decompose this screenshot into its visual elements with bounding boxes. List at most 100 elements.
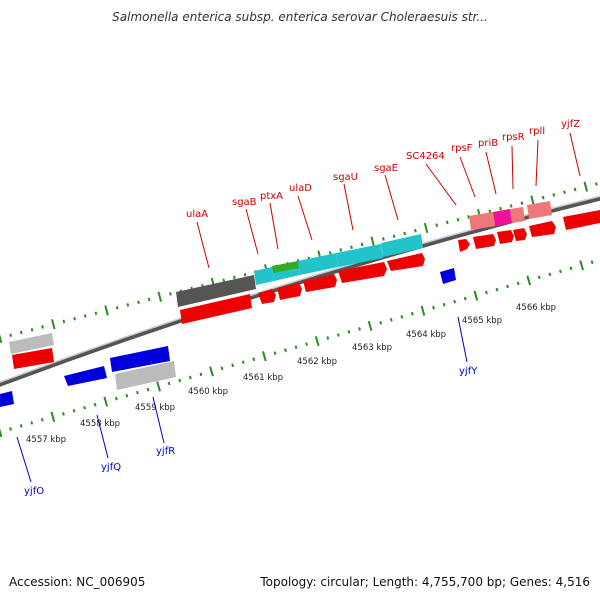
minor-tick: [125, 393, 129, 398]
minor-tick: [9, 427, 12, 431]
ruler-label: 4566 kbp: [516, 303, 556, 313]
gene-label-ptxA: ptxA: [260, 191, 283, 202]
minor-tick: [126, 303, 130, 307]
minor-tick: [382, 237, 385, 241]
major-tick: [370, 236, 375, 247]
minor-tick: [114, 396, 118, 401]
minor-tick: [590, 260, 594, 265]
minor-tick: [243, 272, 247, 277]
sgaB-feature: [254, 267, 274, 285]
forward-features-upper: [176, 201, 552, 307]
minor-tick: [328, 250, 332, 255]
major-tick: [473, 290, 479, 301]
ruler-labels: 4557 kbp 4558 kbp 4559 kbp 4560 kbp 4561…: [26, 303, 556, 445]
major-tick: [314, 336, 320, 347]
minor-tick: [178, 378, 182, 383]
major-tick: [51, 319, 56, 330]
reverse-leaders: [16, 316, 468, 483]
minor-tick: [563, 190, 566, 194]
ruler-label: 4561 kbp: [243, 373, 283, 383]
major-tick: [156, 381, 161, 392]
gene-label-sgaB: sgaB: [232, 197, 257, 208]
ruler-label: 4564 kbp: [406, 330, 446, 340]
topology-summary: Topology: circular; Length: 4,755,700 bp…: [260, 575, 590, 589]
gene-labels: ulaA sgaB ptxA ulaD sgaU sgaE SC4264 rps…: [24, 119, 580, 497]
major-tick: [530, 195, 535, 206]
ulaA-feature: [176, 275, 256, 307]
minor-tick: [573, 187, 577, 192]
minor-tick: [350, 245, 353, 250]
other-features: [0, 268, 456, 407]
gene-label-ulaA: ulaA: [186, 209, 208, 220]
minor-tick: [506, 284, 509, 289]
inner-tick-track: [0, 260, 594, 438]
major-tick: [0, 428, 3, 438]
minor-tick: [453, 299, 457, 304]
ruler-label: 4558 kbp: [80, 419, 120, 429]
minor-tick: [432, 305, 435, 310]
gene-label-ulaD: ulaD: [289, 183, 312, 194]
major-tick: [579, 260, 584, 271]
minor-tick: [410, 311, 414, 316]
major-tick: [420, 305, 426, 316]
minor-tick: [467, 215, 470, 219]
minor-tick: [241, 360, 245, 365]
minor-tick: [94, 311, 98, 316]
rplI-feature: [527, 201, 552, 219]
minor-tick: [435, 223, 439, 227]
minor-tick: [19, 330, 23, 335]
minor-tick: [552, 193, 556, 197]
sgaU-feature: [336, 244, 383, 267]
minor-tick: [232, 275, 236, 280]
ruler-label: 4563 kbp: [352, 343, 392, 353]
minor-tick: [83, 405, 86, 410]
minor-tick: [146, 387, 150, 392]
ruler-label: 4557 kbp: [26, 435, 66, 445]
minor-tick: [339, 248, 343, 252]
ruler-label: 4559 kbp: [135, 403, 175, 413]
major-tick: [50, 411, 56, 422]
minor-tick: [167, 381, 171, 386]
gene-label-sgaU: sgaU: [333, 172, 358, 183]
minor-tick: [516, 281, 520, 286]
gene-label-yjfR: yjfR: [156, 446, 175, 457]
minor-tick: [347, 330, 351, 334]
minor-tick: [9, 333, 13, 338]
minor-tick: [358, 327, 361, 331]
minor-tick: [284, 348, 287, 352]
gene-label-yjfY: yjfY: [459, 366, 478, 377]
minor-tick: [222, 278, 226, 283]
minor-tick: [485, 290, 488, 295]
gene-label-yjfQ: yjfQ: [101, 462, 121, 473]
minor-tick: [62, 319, 66, 324]
gene-label-sgaE: sgaE: [374, 163, 398, 174]
gene-label-priB: priB: [478, 138, 498, 149]
gene-label-rpsF: rpsF: [451, 143, 473, 154]
ulaD-feature: [298, 253, 338, 275]
minor-tick: [499, 206, 502, 211]
major-tick: [583, 181, 588, 192]
ruler-label: 4562 kbp: [297, 357, 337, 367]
minor-tick: [414, 228, 417, 233]
minor-tick: [305, 342, 309, 346]
major-tick: [103, 396, 109, 407]
minor-tick: [62, 412, 65, 416]
major-tick: [0, 334, 3, 344]
minor-tick: [252, 357, 256, 362]
forward-leaders: [196, 132, 581, 269]
minor-tick: [40, 418, 44, 422]
minor-tick: [548, 272, 552, 277]
gene-label-rpsR: rpsR: [502, 132, 525, 143]
minor-tick: [169, 292, 172, 296]
minor-tick: [389, 318, 393, 322]
ptxA-domain: [272, 261, 299, 273]
minor-tick: [595, 182, 598, 186]
sgaE-feature: [381, 234, 423, 257]
minor-tick: [231, 363, 235, 368]
gene-label-rplI: rplI: [529, 126, 545, 137]
minor-tick: [379, 321, 383, 325]
minor-tick: [520, 201, 524, 205]
minor-tick: [294, 345, 298, 349]
minor-tick: [19, 424, 23, 428]
